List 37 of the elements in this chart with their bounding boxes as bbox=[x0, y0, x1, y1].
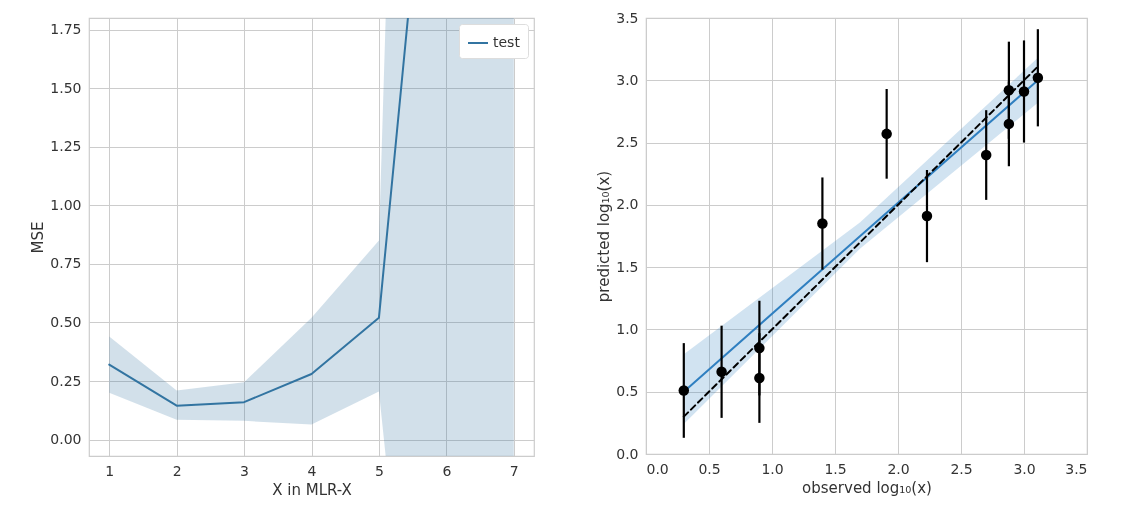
x-axis-title: observed log₁₀(x) bbox=[802, 478, 932, 497]
y-tick-label: 3.0 bbox=[616, 71, 639, 88]
x-tick-label: 3.5 bbox=[1065, 460, 1088, 477]
x-tick-label: 0.0 bbox=[646, 460, 669, 477]
y-tick-label: 1.75 bbox=[50, 21, 82, 38]
line-series bbox=[108, 18, 409, 407]
y-tick-label: 2.5 bbox=[616, 134, 639, 151]
y-tick-label: 0.0 bbox=[616, 445, 639, 462]
x-tick-label: 6 bbox=[442, 462, 452, 479]
y-tick-label: 1.00 bbox=[50, 196, 82, 213]
x-tick-label: 0.5 bbox=[698, 460, 721, 477]
y-tick-label: 0.50 bbox=[50, 313, 82, 330]
y-tick-label: 0.00 bbox=[50, 431, 82, 448]
x-tick-label: 3 bbox=[240, 462, 250, 479]
x-tick-label: 1.0 bbox=[761, 460, 784, 477]
x-axis-title: X in MLR-X bbox=[272, 480, 352, 499]
y-tick-label: 1.50 bbox=[50, 79, 82, 96]
y-axis-title: MSE bbox=[29, 221, 48, 254]
x-tick-label: 5 bbox=[374, 462, 384, 479]
y-tick-label: 1.0 bbox=[616, 320, 639, 337]
y-tick-label: 0.25 bbox=[50, 372, 82, 389]
y-tick-label: 0.5 bbox=[616, 383, 639, 400]
x-tick-label: 2 bbox=[172, 462, 182, 479]
y-tick-label: 1.25 bbox=[50, 138, 82, 155]
x-tick-label: 2.0 bbox=[887, 460, 910, 477]
x-tick-label: 3.0 bbox=[1013, 460, 1036, 477]
y-tick-label: 2.0 bbox=[616, 196, 639, 213]
x-tick-label: 7 bbox=[509, 462, 519, 479]
y-axis-title: predicted log₁₀(x) bbox=[595, 170, 614, 303]
x-tick-label: 1 bbox=[105, 462, 115, 479]
x-tick-label: 4 bbox=[307, 462, 317, 479]
legend-label: test bbox=[493, 34, 521, 50]
x-tick-label: 2.5 bbox=[950, 460, 973, 477]
y-tick-label: 1.5 bbox=[616, 258, 639, 275]
x-tick-label: 1.5 bbox=[824, 460, 847, 477]
y-tick-label: 0.75 bbox=[50, 255, 82, 272]
y-tick-label: 3.5 bbox=[616, 9, 639, 26]
